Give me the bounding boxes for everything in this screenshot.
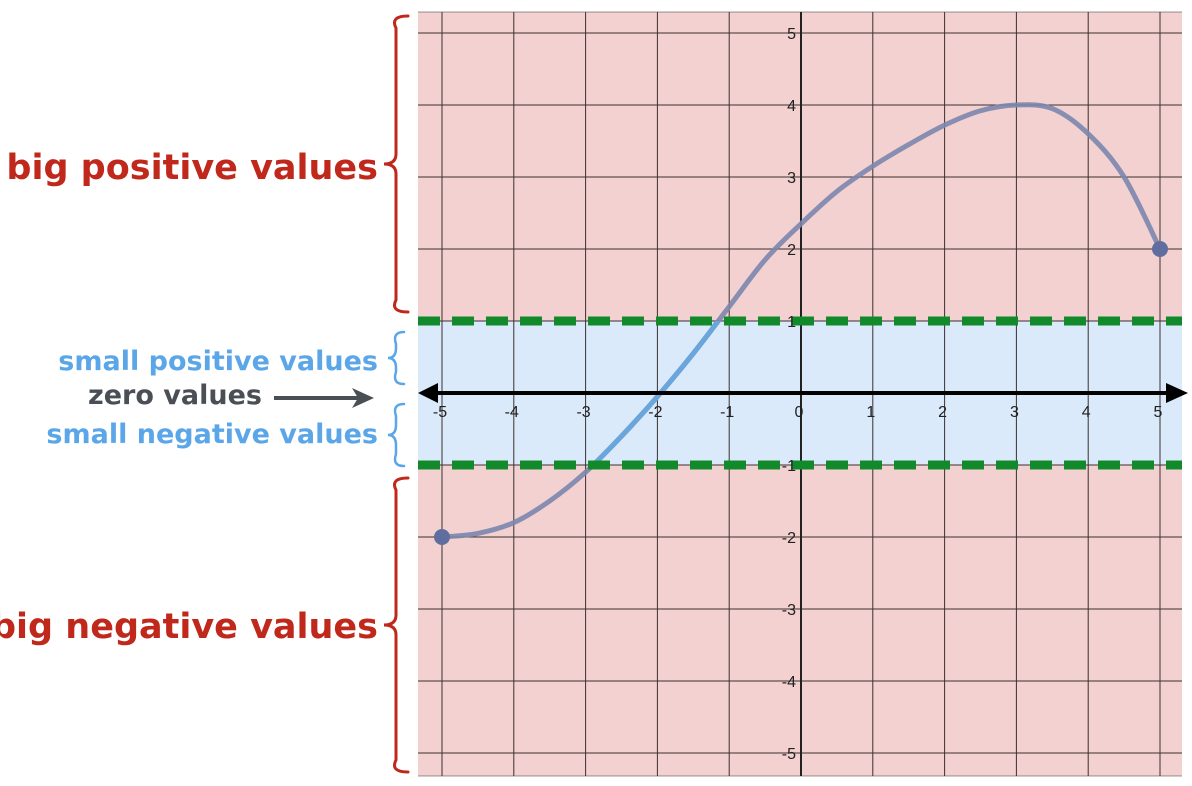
y-tick-label: -3 [782, 602, 796, 619]
x-tick-label: 1 [866, 404, 875, 421]
function-curve [439, 102, 1163, 540]
y-tick-label: 4 [787, 98, 796, 115]
y-tick-label: -1 [782, 458, 796, 475]
brace-small-positive [387, 330, 406, 386]
x-tick-label: 5 [1154, 404, 1163, 421]
x-axis-left-arrow [418, 383, 438, 403]
brace-small-negative [387, 402, 406, 468]
x-tick-label: -3 [576, 404, 590, 421]
label-big-positive: big positive values [6, 148, 378, 188]
y-tick-label: 1 [787, 314, 796, 331]
endpoint-dot [434, 529, 450, 545]
x-tick-label: -2 [648, 404, 662, 421]
x-tick-label: 0 [795, 404, 804, 421]
x-tick-label: 3 [1010, 404, 1019, 421]
label-small-positive: small positive values [58, 346, 378, 377]
x-tick-label: -5 [433, 404, 447, 421]
y-tick-label: 5 [787, 26, 796, 43]
x-tick-label: 4 [1082, 404, 1091, 421]
brace-big-positive [383, 14, 410, 314]
brace-big-negative [383, 476, 410, 774]
plot-area: -5 -4 -3 -2 -1 0 1 2 3 4 5 -5 -4 -3 -2 -1 1 2 3 4 5 [418, 11, 1188, 777]
y-tick-label: -4 [782, 674, 796, 691]
label-small-negative: small negative values [46, 419, 378, 450]
annotations: big positive values small positive value… [0, 14, 410, 774]
y-tick-label: -2 [782, 530, 796, 547]
y-tick-label: -5 [782, 746, 796, 763]
label-zero: zero values [88, 380, 262, 411]
x-tick-label: -1 [720, 404, 734, 421]
x-axis-right-arrow [1166, 383, 1188, 403]
x-tick-label: -4 [505, 404, 519, 421]
y-tick-label: 2 [787, 242, 796, 259]
zero-pointer-arrowhead [352, 388, 374, 408]
endpoint-dot [1152, 241, 1168, 257]
label-big-negative: big negative values [0, 607, 378, 647]
y-tick-label: 3 [787, 170, 796, 187]
x-tick-label: 2 [938, 404, 947, 421]
